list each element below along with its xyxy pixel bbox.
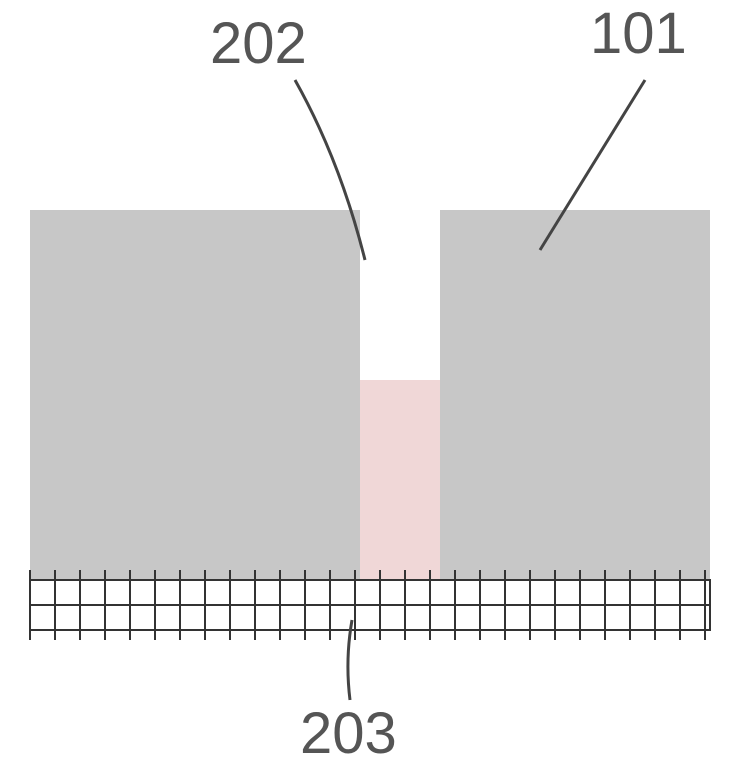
block-right: [440, 210, 710, 580]
leader-203: [348, 620, 352, 700]
block-gap: [360, 380, 440, 580]
block-left: [30, 210, 360, 580]
diagram-container: 202 101 203: [0, 0, 746, 770]
diagram-svg: [0, 0, 746, 770]
substrate-grid: [30, 570, 710, 640]
